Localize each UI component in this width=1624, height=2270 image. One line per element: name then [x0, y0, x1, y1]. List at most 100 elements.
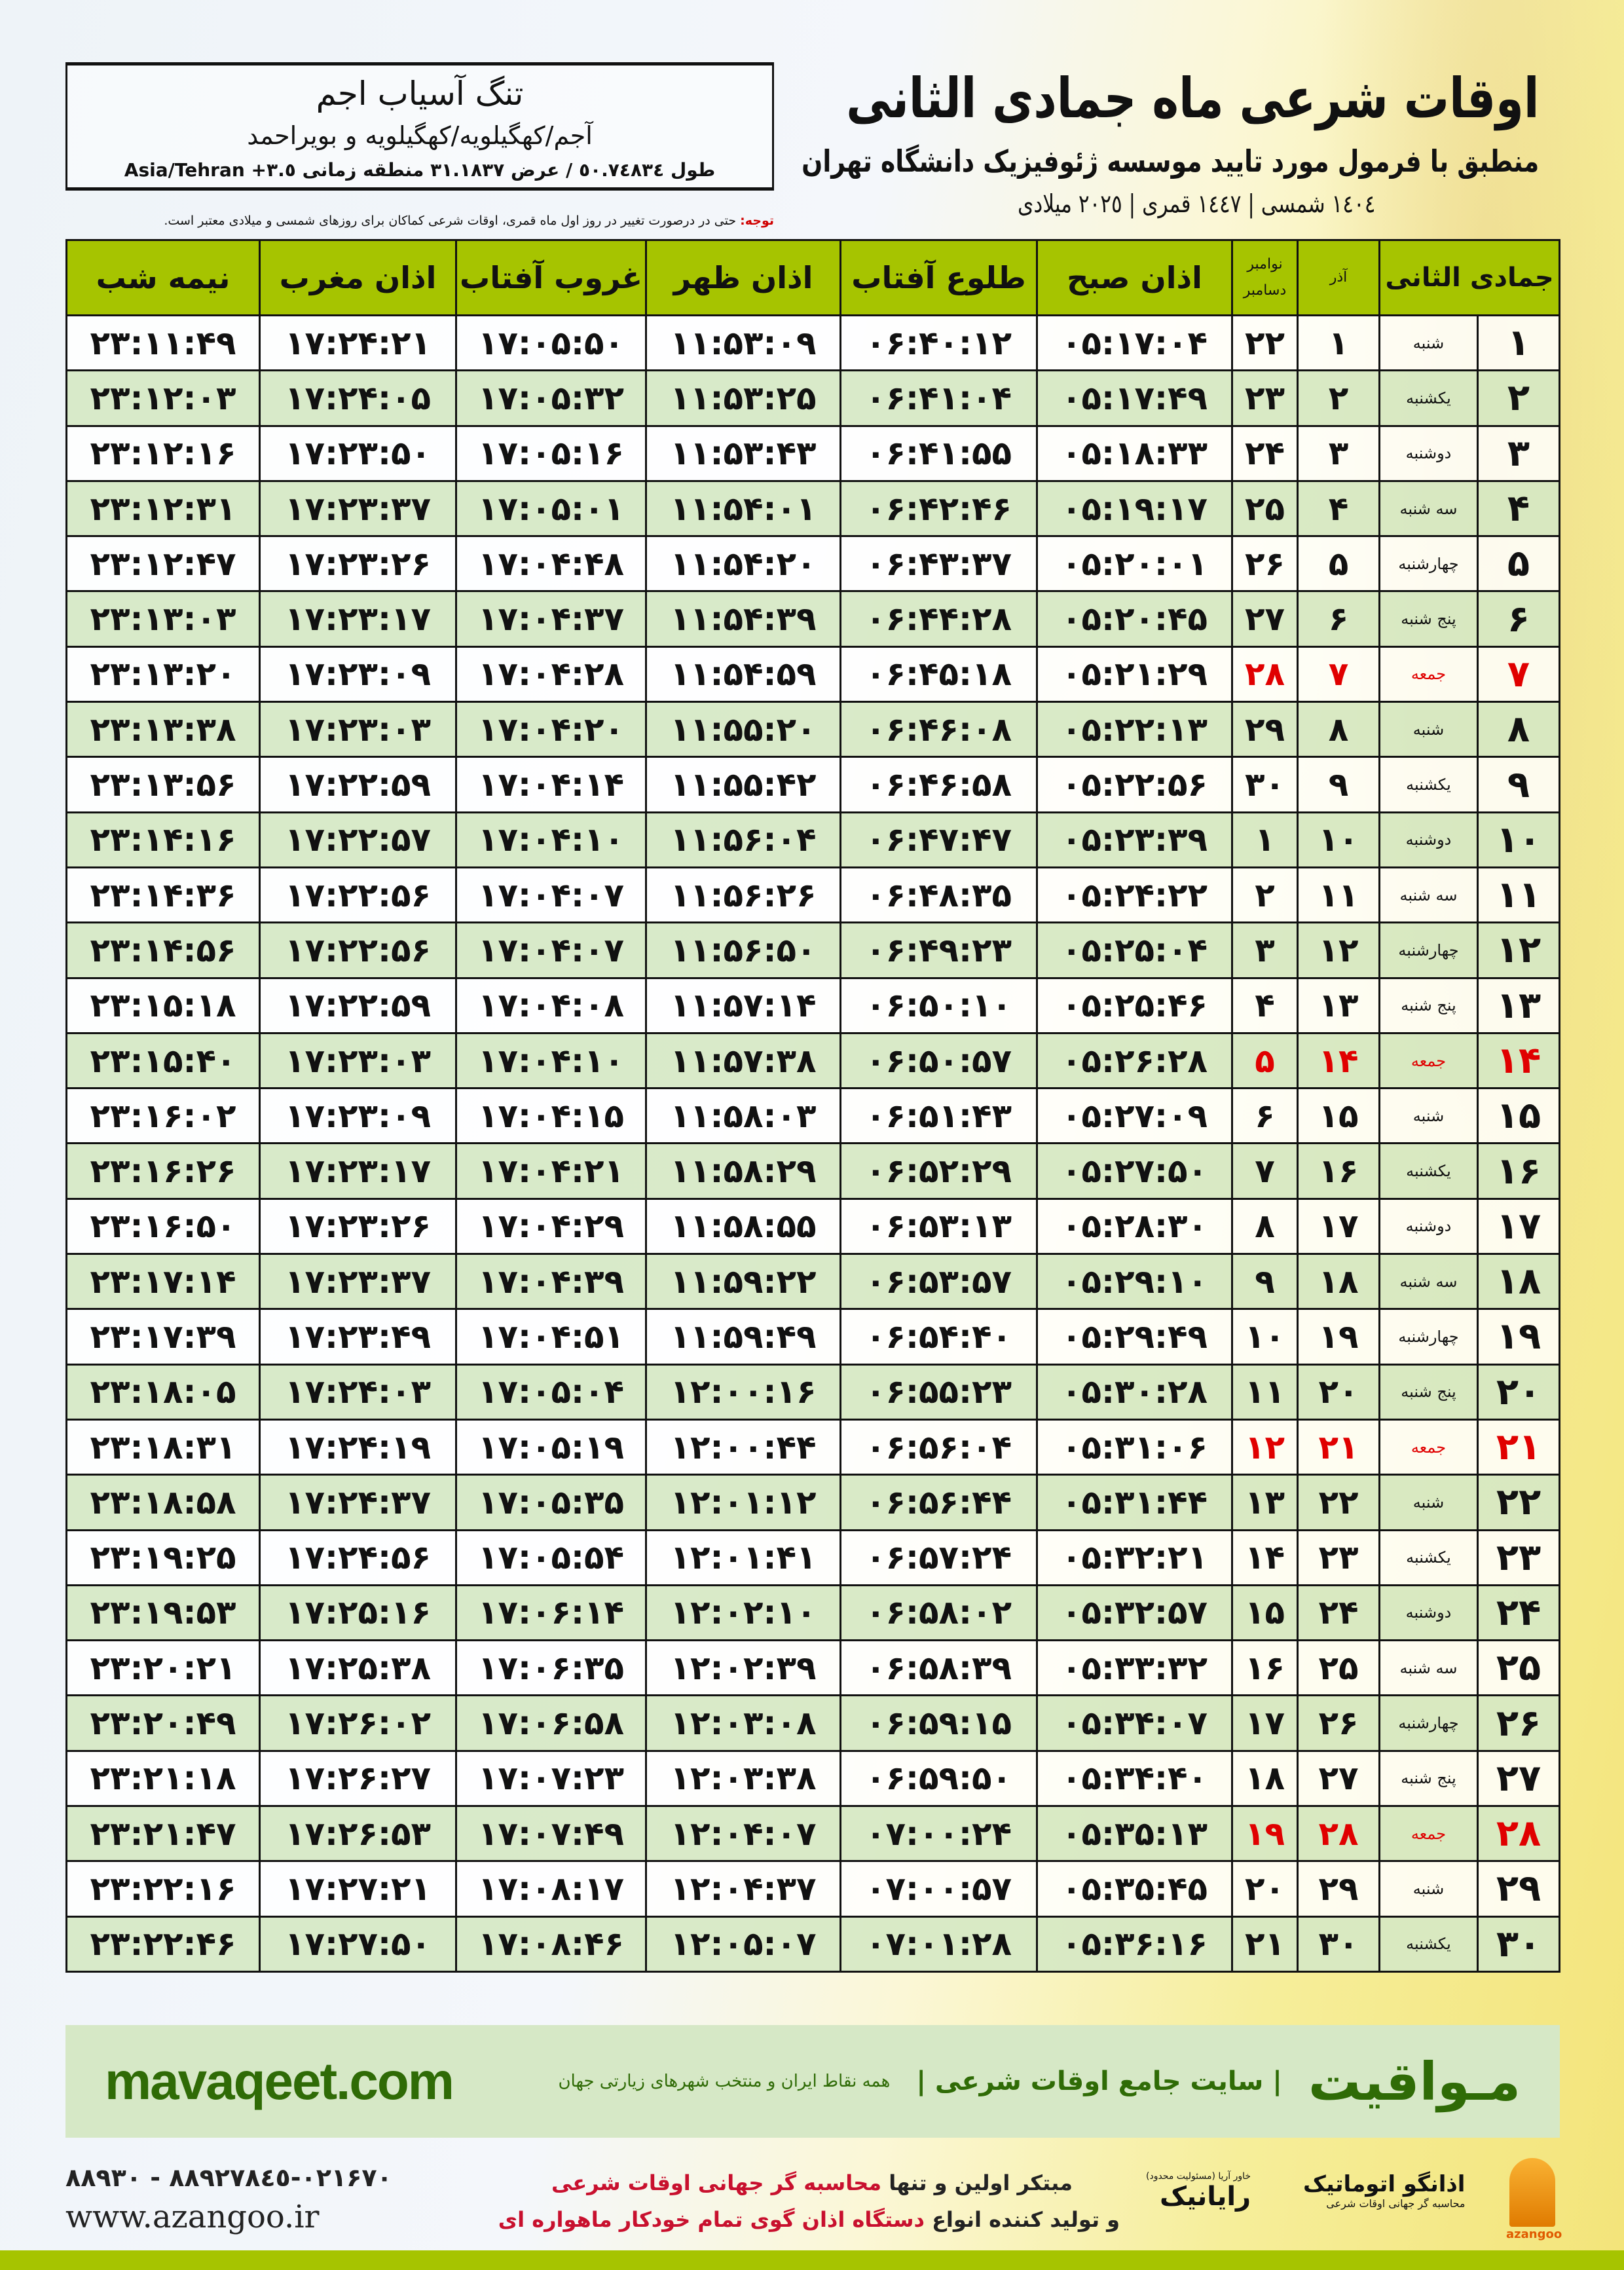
sobh-time: ۰۵:۳۱:۰۶	[1036, 1418, 1233, 1476]
ghorub-time: ۱۷:۰۴:۱۴	[455, 756, 647, 813]
day-number: ۲۰	[1477, 1363, 1560, 1421]
gregorian-day: ۱	[1231, 811, 1299, 868]
gregorian-day: ۱۷	[1231, 1694, 1299, 1752]
ghorub-time: ۱۷:۰۶:۳۵	[455, 1639, 647, 1697]
azangoo-url[interactable]: www.azangoo.ir	[65, 2199, 320, 2235]
azar-day: ۱۵	[1297, 1087, 1380, 1145]
azar-day: ۹	[1297, 756, 1380, 813]
mavaqeet-url[interactable]: mavaqeet.com	[105, 2052, 454, 2110]
table-row: ۱۹ چهارشنبه ۱۹ ۱۰ ۰۵:۲۹:۴۹ ۰۶:۵۴:۴۰ ۱۱:۵۹:۴۹ ۱۷…	[65, 1308, 1560, 1366]
gregorian-day: ۱۱	[1231, 1363, 1299, 1421]
nimeh-time: ۲۳:۲۲:۱۶	[65, 1860, 261, 1918]
gregorian-day: ۲۲	[1231, 314, 1299, 372]
sobh-time: ۰۵:۲۵:۰۴	[1036, 921, 1233, 979]
sobh-time: ۰۵:۲۵:۴۶	[1036, 977, 1233, 1034]
maghrib-time: ۱۷:۲۲:۵۶	[259, 921, 457, 979]
ghorub-time: ۱۷:۰۵:۳۵	[455, 1474, 647, 1531]
nimeh-time: ۲۳:۱۱:۴۹	[65, 314, 261, 372]
tolu-time: ۰۶:۴۶:۵۸	[840, 756, 1038, 813]
maghrib-time: ۱۷:۲۳:۱۷	[259, 590, 457, 648]
day-number: ۷	[1477, 645, 1560, 703]
weekday: چهارشنبه	[1378, 1308, 1479, 1366]
ghorub-time: ۱۷:۰۴:۱۵	[455, 1087, 647, 1145]
nimeh-time: ۲۳:۱۹:۲۵	[65, 1529, 261, 1586]
gregorian-day: ۲	[1231, 866, 1299, 924]
maghrib-time: ۱۷:۲۳:۵۰	[259, 424, 457, 482]
header-azar: آذر	[1297, 239, 1380, 316]
azar-day: ۱۴	[1297, 1032, 1380, 1090]
phone-numbers: ٠٢١-٨٨٩٢٧٨٤٥ - ٨٨٩٣٠۶٧٠	[65, 2163, 392, 2192]
zohr-time: ۱۱:۵۳:۲۵	[645, 369, 841, 427]
nimeh-time: ۲۳:۱۲:۴۷	[65, 535, 261, 593]
header-gregorian: نوامبر دسامبر	[1231, 239, 1299, 316]
sobh-time: ۰۵:۱۸:۳۳	[1036, 424, 1233, 482]
weekday: یکشنبه	[1378, 1915, 1479, 1973]
sobh-time: ۰۵:۳۲:۲۱	[1036, 1529, 1233, 1586]
title-block: اوقات شرعی ماه جمادی الثانی منطبق با فرم…	[786, 62, 1539, 234]
promo-line2-a: و تولید کننده انواع	[924, 2207, 1120, 2232]
tolu-time: ۰۶:۵۴:۴۰	[840, 1308, 1038, 1366]
gregorian-day: ۱۴	[1231, 1529, 1299, 1586]
nimeh-time: ۲۳:۱۸:۰۵	[65, 1363, 261, 1421]
azar-day: ۲۱	[1297, 1418, 1380, 1476]
zohr-time: ۱۲:۰۴:۳۷	[645, 1860, 841, 1918]
tolu-time: ۰۶:۴۹:۲۳	[840, 921, 1038, 979]
maghrib-time: ۱۷:۲۴:۵۶	[259, 1529, 457, 1586]
tolu-time: ۰۶:۵۶:۴۴	[840, 1474, 1038, 1531]
azar-day: ۲۶	[1297, 1694, 1380, 1752]
nimeh-time: ۲۳:۲۰:۲۱	[65, 1639, 261, 1697]
gregorian-day: ۴	[1231, 977, 1299, 1034]
note: توجه: حتی در درصورت تغییر در روز اول ماه…	[65, 214, 774, 228]
ghorub-time: ۱۷:۰۵:۱۶	[455, 424, 647, 482]
province-path: آجم/کهگیلویه/کهگیلویه و بویراحمد	[247, 121, 593, 150]
header-sobh: اذان صبح	[1036, 239, 1233, 316]
maghrib-time: ۱۷:۲۲:۵۹	[259, 756, 457, 813]
rayanik-logo: خاور آریا (مسئولیت محدود) رایانیک	[1146, 2171, 1251, 2212]
nimeh-time: ۲۳:۲۰:۴۹	[65, 1694, 261, 1752]
gregorian-day: ۱۹	[1231, 1805, 1299, 1863]
ghorub-time: ۱۷:۰۶:۱۴	[455, 1584, 647, 1642]
ghorub-time: ۱۷:۰۵:۵۰	[455, 314, 647, 372]
zohr-time: ۱۲:۰۲:۳۹	[645, 1639, 841, 1697]
azangoo-sub: محاسبه گر جهانی اوقات شرعی	[1326, 2197, 1466, 2210]
table-row: ۲۹ شنبه ۲۹ ۲۰ ۰۵:۳۵:۴۵ ۰۷:۰۰:۵۷ ۱۲:۰۴:۳۷ ۱۷:۰۸:…	[65, 1860, 1560, 1918]
tolu-time: ۰۶:۴۷:۴۷	[840, 811, 1038, 868]
tolu-time: ۰۶:۵۱:۴۳	[840, 1087, 1038, 1145]
table-row: ۳ دوشنبه ۳ ۲۴ ۰۵:۱۸:۳۳ ۰۶:۴۱:۵۵ ۱۱:۵۳:۴۳ ۱۷:۰۵:…	[65, 424, 1560, 482]
sobh-time: ۰۵:۳۵:۴۵	[1036, 1860, 1233, 1918]
prayer-times-table: جمادی الثانی آذر نوامبر دسامبر اذان صبح ط…	[65, 239, 1560, 1973]
maghrib-time: ۱۷:۲۴:۱۹	[259, 1418, 457, 1476]
ghorub-time: ۱۷:۰۴:۵۱	[455, 1308, 647, 1366]
tolu-time: ۰۶:۵۹:۵۰	[840, 1749, 1038, 1808]
weekday: سه شنبه	[1378, 866, 1479, 924]
minaret-icon	[1509, 2158, 1555, 2227]
bottom-bar	[0, 2250, 1624, 2270]
day-number: ۱۹	[1477, 1308, 1560, 1366]
azar-day: ۲۷	[1297, 1749, 1380, 1808]
weekday: شنبه	[1378, 1474, 1479, 1531]
nimeh-time: ۲۳:۱۹:۵۳	[65, 1584, 261, 1642]
maghrib-time: ۱۷:۲۴:۳۷	[259, 1474, 457, 1531]
maghrib-time: ۱۷:۲۷:۲۱	[259, 1860, 457, 1918]
zohr-time: ۱۲:۰۰:۴۴	[645, 1418, 841, 1476]
maghrib-time: ۱۷:۲۳:۱۷	[259, 1142, 457, 1200]
tolu-time: ۰۶:۴۱:۵۵	[840, 424, 1038, 482]
weekday: سه شنبه	[1378, 1253, 1479, 1311]
day-number: ۱۵	[1477, 1087, 1560, 1145]
table-row: ۶ پنج شنبه ۶ ۲۷ ۰۵:۲۰:۴۵ ۰۶:۴۴:۲۸ ۱۱:۵۴:۳۹ ۱۷:۰…	[65, 590, 1560, 648]
maghrib-time: ۱۷:۲۵:۱۶	[259, 1584, 457, 1642]
ghorub-time: ۱۷:۰۴:۰۷	[455, 921, 647, 979]
tolu-time: ۰۶:۵۳:۱۳	[840, 1197, 1038, 1256]
header-nimeh: نیمه شب	[65, 239, 261, 316]
gregorian-day: ۳	[1231, 921, 1299, 979]
sobh-time: ۰۵:۳۲:۵۷	[1036, 1584, 1233, 1642]
weekday: شنبه	[1378, 1087, 1479, 1145]
maghrib-time: ۱۷:۲۳:۲۶	[259, 1197, 457, 1256]
weekday: دوشنبه	[1378, 1584, 1479, 1642]
zohr-time: ۱۱:۵۷:۱۴	[645, 977, 841, 1034]
day-number: ۲۸	[1477, 1805, 1560, 1863]
sobh-time: ۰۵:۲۲:۱۳	[1036, 701, 1233, 758]
ghorub-time: ۱۷:۰۵:۱۹	[455, 1418, 647, 1476]
ghorub-time: ۱۷:۰۷:۴۹	[455, 1805, 647, 1863]
ghorub-time: ۱۷:۰۴:۲۹	[455, 1197, 647, 1256]
